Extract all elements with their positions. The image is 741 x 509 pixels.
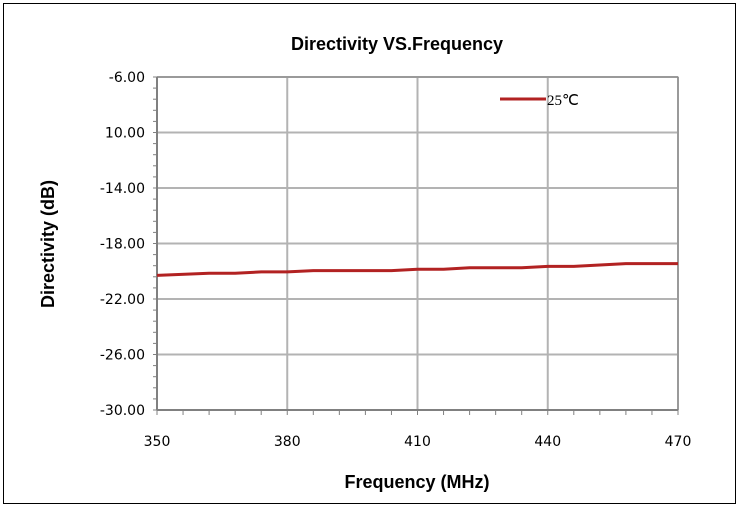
grid (157, 76, 679, 410)
legend: 25℃ (500, 93, 579, 109)
y-tick-label: -18.00 (100, 237, 145, 253)
legend-label: 25℃ (547, 93, 579, 109)
series-group (156, 262, 678, 277)
x-tick-label: 440 (534, 434, 561, 450)
x-tick-label: 350 (144, 434, 171, 450)
x-axis-title: Frequency (MHz) (344, 472, 489, 492)
y-tick-label: -26.00 (100, 348, 145, 364)
x-tick-label: 380 (274, 434, 301, 450)
y-axis-title: Directivity (dB) (38, 180, 58, 308)
tick-labels: -6.00 10.00 -14.00 -18.00 -22.00 -26.00 -30.00… (100, 70, 692, 450)
chart-frame (3, 3, 736, 504)
axes (153, 76, 679, 415)
x-tick-label: 410 (404, 434, 431, 450)
x-tick-label: 470 (665, 434, 692, 450)
y-tick-label: -6.00 (109, 70, 145, 86)
y-tick-label: 10.00 (105, 126, 145, 142)
y-tick-label: -22.00 (100, 292, 145, 308)
chart-title: Directivity VS.Frequency (291, 34, 503, 54)
series-line (156, 262, 678, 277)
y-tick-label: -14.00 (100, 181, 145, 197)
y-tick-label: -30.00 (100, 403, 145, 419)
